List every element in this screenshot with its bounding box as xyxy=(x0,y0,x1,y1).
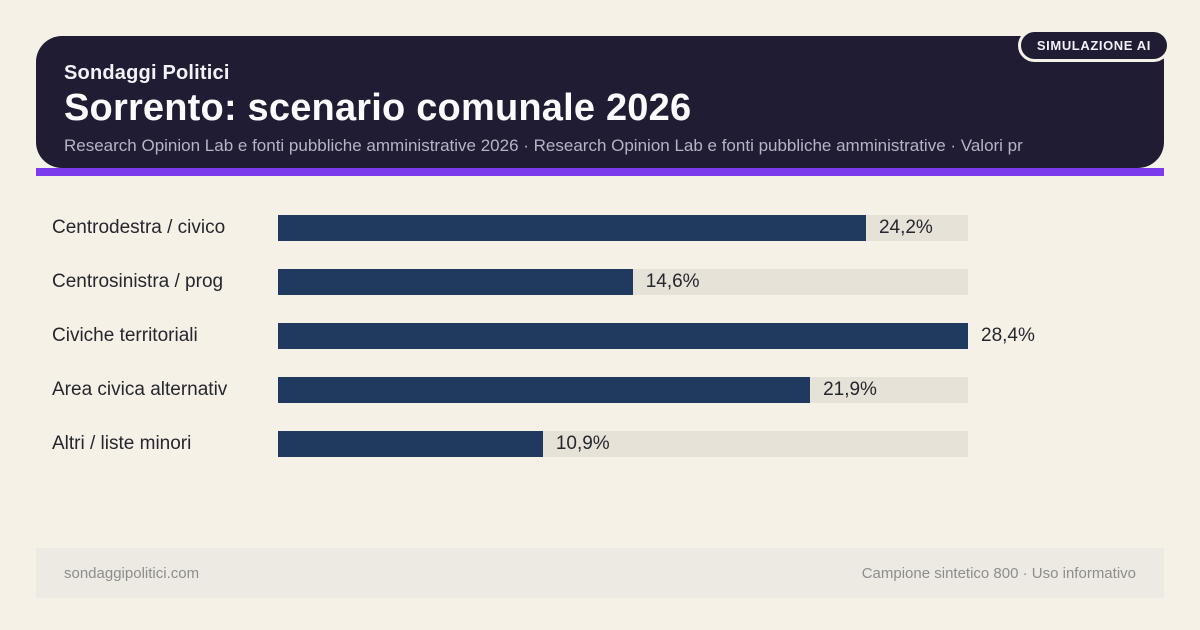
bar-track: 21,9% xyxy=(278,377,968,403)
bar-value: 10,9% xyxy=(555,433,610,454)
bar-row-label: Centrodestra / civico xyxy=(52,217,226,238)
bar-row: Area civica alternativ 21,9% xyxy=(52,377,1152,403)
bar-row-label: Altri / liste minori xyxy=(52,433,192,454)
footer: sondaggipolitici.com Campione sintetico … xyxy=(36,548,1164,598)
bar-track: 24,2% xyxy=(278,215,968,241)
bar-row: Centrodestra / civico 24,2% xyxy=(52,215,1152,241)
bar-row-label: Area civica alternativ xyxy=(52,379,228,400)
bar-row: Centrosinistra / prog 14,6% xyxy=(52,269,1152,295)
bar-row-label: Civiche territoriali xyxy=(52,325,198,346)
bar-track: 28,4% xyxy=(278,323,1035,349)
footer-sample-note: Campione sintetico 800 · Uso informativo xyxy=(861,564,1136,582)
bar-fill xyxy=(278,215,866,241)
bar-track: 10,9% xyxy=(278,431,968,457)
accent-divider xyxy=(36,168,1164,176)
page-title: Sorrento: scenario comunale 2026 xyxy=(64,87,692,129)
bar-row-label: Centrosinistra / prog xyxy=(52,271,224,292)
bar-chart: Centrodestra / civico 24,2% Centrosinist… xyxy=(52,215,1152,485)
footer-site-url: sondaggipolitici.com xyxy=(64,564,200,582)
bar-value: 21,9% xyxy=(823,379,877,400)
bar-value: 14,6% xyxy=(645,271,700,292)
bar-value: 28,4% xyxy=(981,325,1035,346)
bar-fill xyxy=(278,269,633,295)
simulation-badge: SIMULAZIONE AI xyxy=(1017,29,1170,62)
bar-fill xyxy=(278,323,968,349)
page-subtitle: Research Opinion Lab e fonti pubbliche a… xyxy=(64,136,1023,155)
site-kicker: Sondaggi Politici xyxy=(64,62,230,84)
header-card: Sondaggi Politici Sorrento: scenario com… xyxy=(36,36,1164,168)
bar-fill xyxy=(278,377,811,403)
bar-row: Civiche territoriali 28,4% xyxy=(52,323,1152,349)
bar-value: 24,2% xyxy=(878,217,933,238)
bar-track: 14,6% xyxy=(278,269,968,295)
bar-row: Altri / liste minori 10,9% xyxy=(52,431,1152,457)
bar-fill xyxy=(278,431,543,457)
